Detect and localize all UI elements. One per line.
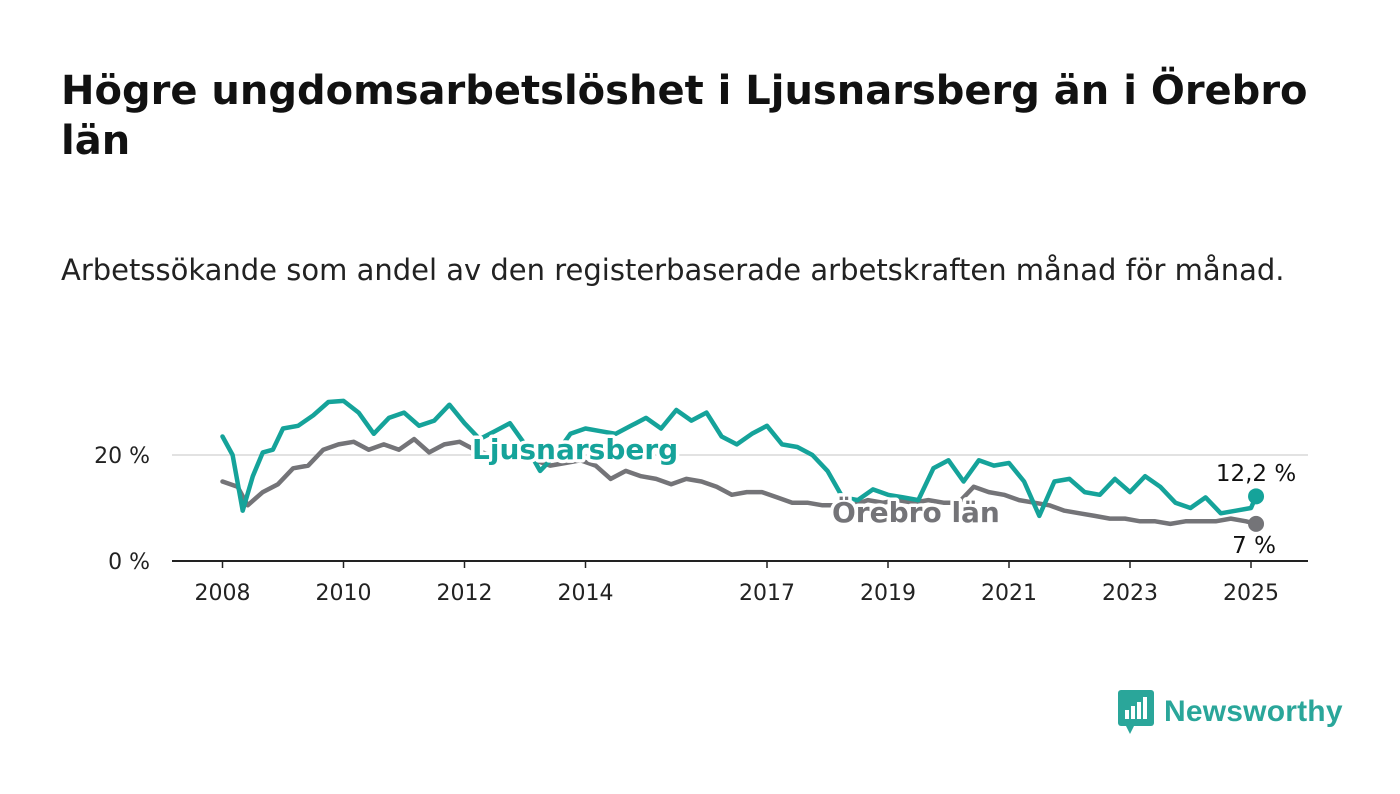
x-tick-label: 2010	[316, 581, 372, 606]
y-tick-label: 0 %	[108, 550, 150, 575]
line-chart: 0 % 20 % 2008 2010 2012 2014 2017 2019 2021 2023 2…	[94, 398, 1308, 606]
x-tick-label: 2014	[558, 581, 614, 606]
series-end-point-ljusnarsberg	[1248, 488, 1265, 505]
end-value-label-orebro: 7 %	[1232, 533, 1276, 559]
x-tick-label: 2012	[437, 581, 493, 606]
x-tick-label: 2019	[860, 581, 916, 606]
end-value-label-ljusnarsberg: 12,2 %	[1216, 461, 1296, 487]
brand-name: Newsworthy	[1164, 695, 1343, 728]
series-line-orebro	[220, 436, 1259, 527]
x-tick-label: 2023	[1102, 581, 1158, 606]
newsworthy-brand: Newsworthy	[1118, 690, 1343, 734]
newsworthy-logo-icon	[1118, 690, 1154, 734]
x-tick-label: 2025	[1223, 581, 1279, 606]
label-layer: Ljusnarsberg Örebro län 12,2 % 7 %	[469, 430, 1297, 560]
x-tick-label: 2008	[195, 581, 251, 606]
x-tick-label: 2017	[739, 581, 795, 606]
chart-title: Högre ungdomsarbetslöshet i Ljusnarsberg…	[61, 68, 1308, 164]
series-layer	[220, 398, 1265, 532]
y-tick-label: 20 %	[94, 444, 150, 469]
series-end-point-orebro	[1248, 515, 1265, 532]
chart-subtitle: Arbetssökande som andel av den registerb…	[61, 253, 1285, 287]
series-line-ljusnarsberg	[220, 398, 1259, 519]
axis-layer: 0 % 20 % 2008 2010 2012 2014 2017 2019 2021 2023 2…	[94, 444, 1308, 606]
series-label-ljusnarsberg: Ljusnarsberg	[472, 433, 678, 466]
x-tick-label: 2021	[981, 581, 1037, 606]
series-label-orebro: Örebro län	[832, 495, 1000, 529]
